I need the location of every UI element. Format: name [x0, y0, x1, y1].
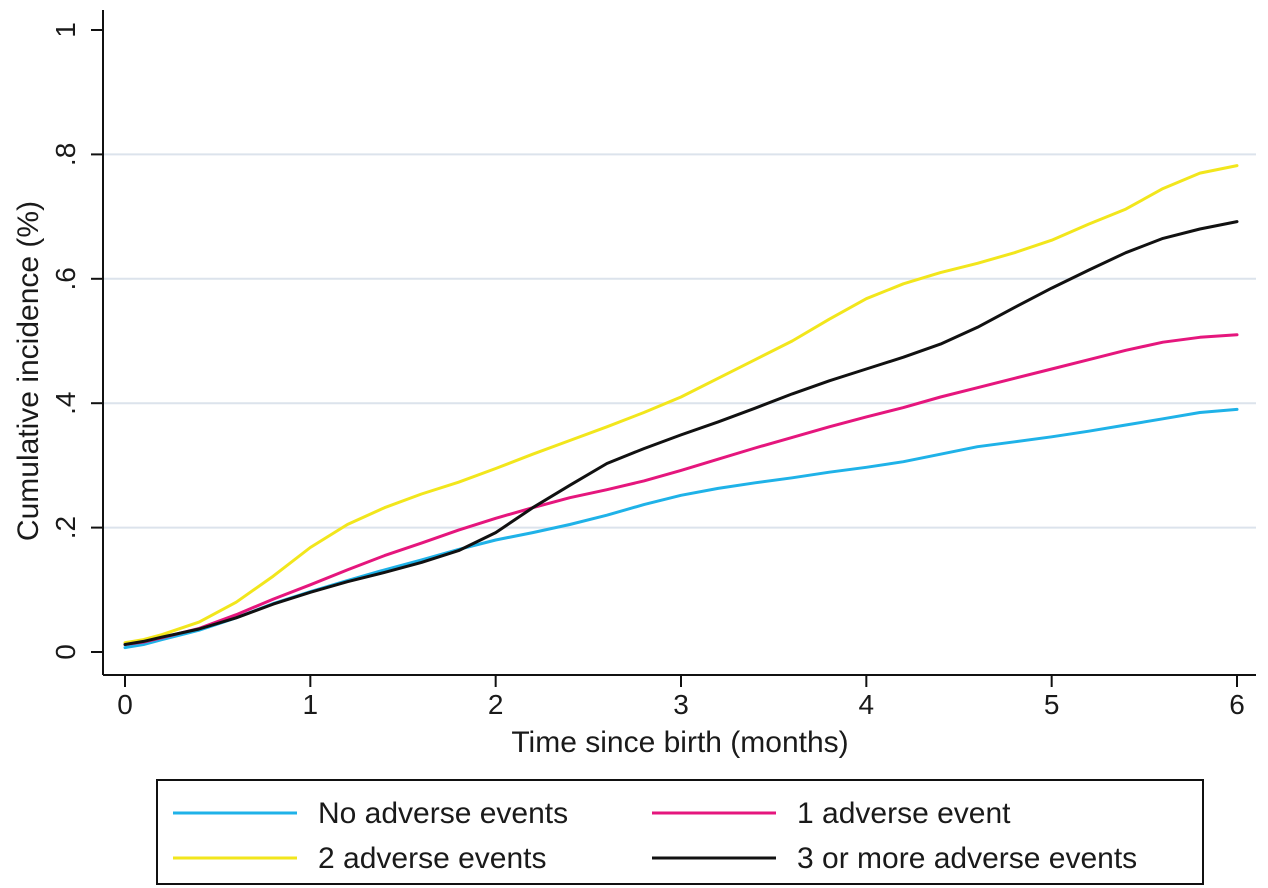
legend-label-1: 1 adverse event	[797, 797, 1011, 830]
y-tick-label-2: .4	[50, 392, 81, 415]
x-tick-label-5: 5	[1044, 689, 1060, 720]
legend-label-3: 3 or more adverse events	[797, 842, 1137, 875]
series-lines	[123, 164, 1239, 650]
series-line-3	[123, 220, 1239, 646]
x-tick-label-0: 0	[117, 689, 133, 720]
legend-label-0: No adverse events	[318, 797, 568, 830]
x-tick-label-4: 4	[859, 689, 875, 720]
y-tick-label-5: 1	[50, 22, 81, 38]
tick-labels: 0 .2 .4 .6 .8 1 0 1 2 3 4 5 6	[50, 22, 1245, 720]
series-line-1	[123, 333, 1239, 646]
y-tick-label-0: 0	[50, 644, 81, 660]
series-line-2	[123, 164, 1239, 645]
legend: No adverse events 1 adverse event 2 advers…	[156, 779, 1204, 885]
x-tick-label-3: 3	[673, 689, 689, 720]
x-tick-label-2: 2	[488, 689, 504, 720]
y-tick-label-1: .2	[50, 516, 81, 539]
y-axis-title: Cumulative incidence (%)	[12, 201, 45, 541]
axes	[91, 10, 1256, 687]
grid-lines	[104, 153, 1256, 529]
legend-box	[156, 779, 1204, 885]
x-axis-title: Time since birth (months)	[511, 726, 848, 759]
y-tick-label-3: .6	[50, 267, 81, 290]
legend-label-2: 2 adverse events	[318, 842, 546, 875]
x-tick-label-1: 1	[303, 689, 319, 720]
y-tick-label-4: .8	[50, 143, 81, 166]
x-tick-label-6: 6	[1229, 689, 1245, 720]
